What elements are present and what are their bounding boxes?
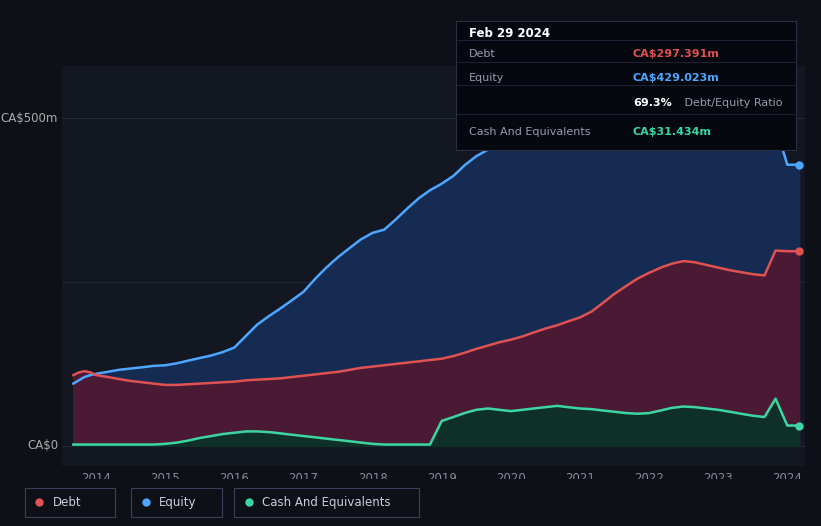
FancyBboxPatch shape [234,488,419,517]
Text: Debt/Equity Ratio: Debt/Equity Ratio [681,98,782,108]
Text: CA$297.391m: CA$297.391m [633,49,720,59]
Text: Feb 29 2024: Feb 29 2024 [470,27,550,41]
Text: CA$31.434m: CA$31.434m [633,127,712,137]
Text: Cash And Equivalents: Cash And Equivalents [470,127,591,137]
Text: CA$500m: CA$500m [1,112,58,125]
Text: Cash And Equivalents: Cash And Equivalents [262,496,391,509]
Text: 69.3%: 69.3% [633,98,672,108]
Text: CA$429.023m: CA$429.023m [633,73,719,83]
Text: CA$0: CA$0 [27,439,58,452]
Text: Debt: Debt [53,496,81,509]
Text: Equity: Equity [470,73,505,83]
Text: Debt: Debt [470,49,496,59]
FancyBboxPatch shape [131,488,222,517]
FancyBboxPatch shape [25,488,115,517]
Text: Equity: Equity [159,496,197,509]
